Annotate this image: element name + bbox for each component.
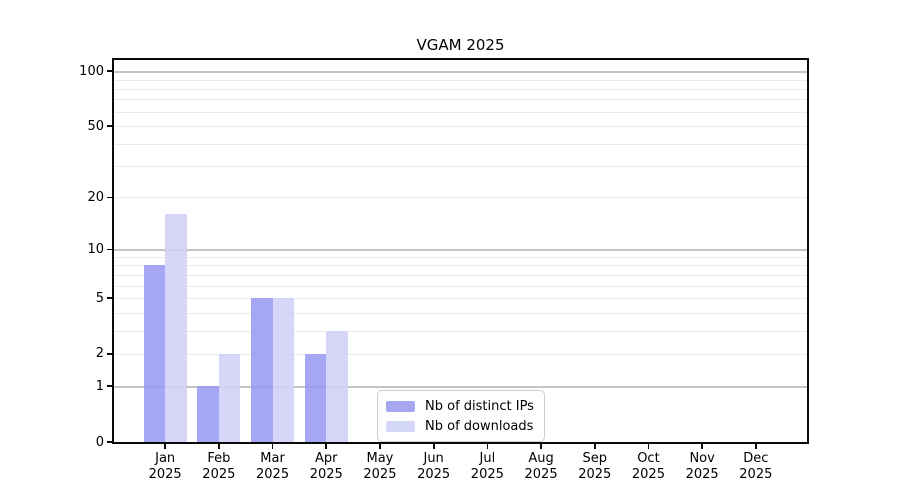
minor-gridline (114, 353, 807, 355)
minor-gridline (114, 99, 807, 101)
bar-downloads-feb (218, 353, 241, 442)
x-axis-tick (701, 444, 704, 449)
y-axis-tick (107, 248, 112, 251)
minor-gridline (114, 79, 807, 81)
minor-gridline (114, 143, 807, 145)
minor-gridline (114, 298, 807, 299)
y-tick-label: 5 (95, 290, 104, 306)
major-gridline (114, 386, 807, 388)
plot-area (112, 58, 809, 444)
legend-item-downloads: Nb of downloads (386, 416, 538, 436)
legend-swatch-distinct-ips (386, 400, 415, 412)
x-tick-label: Dec 2025 (739, 451, 773, 482)
legend: Nb of distinct IPs Nb of downloads (377, 390, 545, 442)
y-tick-label: 2 (95, 346, 104, 362)
x-axis-tick (379, 444, 381, 449)
x-axis-tick (593, 444, 596, 449)
y-tick-label: 50 (87, 118, 104, 134)
minor-gridline (114, 256, 807, 258)
legend-item-distinct-ips: Nb of distinct IPs (386, 396, 538, 416)
bar-downloads-apr (326, 330, 348, 442)
chart-title: VGAM 2025 (416, 36, 505, 54)
x-tick-label: Mar 2025 (256, 451, 290, 482)
minor-gridline (114, 197, 807, 199)
x-tick-label: May 2025 (363, 451, 397, 482)
x-tick-label: Jun 2025 (417, 451, 451, 482)
major-gridline (114, 71, 807, 73)
major-gridline (114, 249, 807, 251)
y-axis-tick (107, 196, 112, 199)
x-tick-label: Jul 2025 (470, 451, 504, 482)
bar-distinct-ips-jan (143, 265, 166, 442)
y-tick-label: 10 (87, 241, 104, 257)
minor-gridline (114, 111, 807, 113)
x-tick-label: Feb 2025 (202, 451, 236, 482)
x-axis-tick (271, 444, 274, 449)
y-axis-tick (107, 352, 112, 355)
x-axis-tick (218, 444, 220, 449)
minor-gridline (114, 88, 807, 90)
legend-label-downloads: Nb of downloads (425, 418, 534, 434)
y-axis-tick (107, 297, 112, 299)
legend-swatch-downloads (386, 420, 415, 432)
x-tick-label: Sep 2025 (578, 451, 612, 482)
x-axis-tick (486, 444, 489, 449)
y-axis-tick (107, 441, 112, 443)
minor-gridline (114, 126, 807, 128)
minor-gridline (114, 265, 807, 267)
x-axis-tick (325, 444, 328, 449)
bar-distinct-ips-mar (251, 298, 273, 442)
y-tick-label: 20 (87, 189, 104, 205)
x-axis-tick (755, 444, 757, 449)
x-axis-tick (164, 444, 167, 449)
y-tick-label: 1 (95, 378, 104, 394)
minor-gridline (114, 312, 807, 314)
minor-gridline (114, 166, 807, 168)
x-tick-label: Jan 2025 (148, 451, 182, 482)
x-axis-tick (540, 444, 542, 449)
minor-gridline (114, 285, 807, 287)
y-axis-tick (107, 385, 112, 388)
x-tick-label: Apr 2025 (309, 451, 343, 482)
y-axis-tick (107, 125, 112, 127)
minor-gridline (114, 274, 807, 276)
minor-gridline (114, 330, 807, 332)
x-tick-label: Oct 2025 (631, 451, 665, 482)
bar-downloads-jan (165, 214, 187, 442)
bar-downloads-mar (272, 298, 295, 442)
legend-label-distinct-ips: Nb of distinct IPs (425, 398, 534, 414)
bar-distinct-ips-apr (304, 353, 327, 442)
bar-distinct-ips-feb (197, 386, 219, 442)
x-axis-tick (432, 444, 435, 449)
y-tick-label: 0 (95, 434, 104, 450)
x-tick-label: Nov 2025 (685, 451, 719, 482)
y-axis-tick (107, 70, 112, 72)
y-tick-label: 100 (79, 63, 104, 79)
x-tick-label: Aug 2025 (524, 451, 558, 482)
x-axis-tick (647, 444, 650, 449)
